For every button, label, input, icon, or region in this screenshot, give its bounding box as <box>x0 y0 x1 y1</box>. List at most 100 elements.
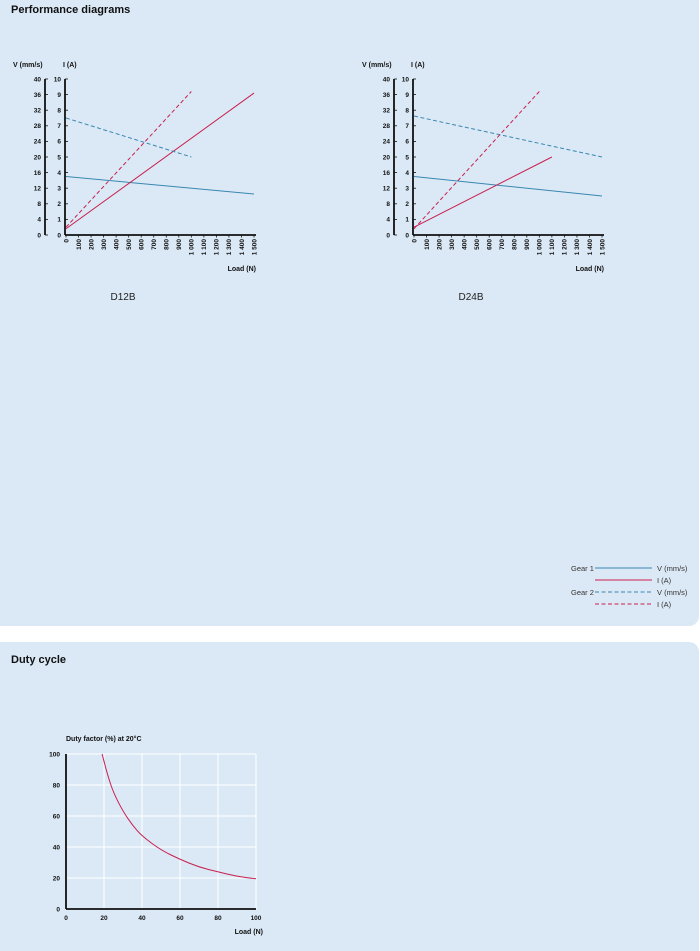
v-tick-label: 32 <box>34 108 42 115</box>
x-tick-label: 1 500 <box>251 239 258 256</box>
perf-chart-d24b: V (mm/s) I (A)048121620242832364001234567… <box>362 62 606 303</box>
i-tick-label: 6 <box>405 139 409 146</box>
x-tick-label: 200 <box>436 239 443 250</box>
series-speed-gear1 <box>65 176 255 195</box>
v-tick-label: 12 <box>34 186 42 193</box>
duty-y-tick-label: 60 <box>53 813 61 820</box>
x-tick-label: 200 <box>88 239 95 250</box>
series-current-gear2 <box>413 91 540 230</box>
i-tick-label: 3 <box>405 186 409 193</box>
x-tick-label: 1 300 <box>226 239 233 256</box>
x-tick-label: 500 <box>474 239 481 250</box>
v-tick-label: 12 <box>383 186 391 193</box>
v-tick-label: 36 <box>34 92 42 99</box>
i-tick-label: 0 <box>405 232 409 239</box>
series-speed-gear2 <box>413 115 603 158</box>
v-tick-label: 28 <box>34 123 42 130</box>
v-tick-label: 8 <box>386 201 390 208</box>
i-tick-label: 2 <box>57 201 61 208</box>
i-tick-label: 8 <box>57 108 61 115</box>
i-tick-label: 1 <box>405 217 409 224</box>
x-tick-label: 1 100 <box>549 239 556 256</box>
x-tick-label: 1 200 <box>562 239 569 256</box>
x-tick-label: 600 <box>487 239 494 250</box>
legend-gear-label: Gear 1 <box>571 564 594 573</box>
v-tick-label: 24 <box>383 139 391 146</box>
model-label: D12B <box>110 292 135 303</box>
x-tick-label: 0 <box>63 239 70 243</box>
x-tick-label: 600 <box>139 239 146 250</box>
x-tick-label: 1 400 <box>587 239 594 256</box>
series-current-gear2 <box>65 91 192 228</box>
duty-x-tick-label: 40 <box>138 915 146 922</box>
i-tick-label: 9 <box>405 92 409 99</box>
duty-y-tick-label: 0 <box>56 906 60 913</box>
x-axis-title: Load (N) <box>576 266 604 273</box>
x-tick-label: 1 400 <box>239 239 246 256</box>
i-tick-label: 5 <box>57 154 61 161</box>
i-tick-label: 10 <box>54 76 62 83</box>
v-tick-label: 32 <box>383 108 391 115</box>
x-tick-label: 400 <box>113 239 120 250</box>
x-tick-label: 900 <box>176 239 183 250</box>
x-tick-label: 1 300 <box>574 239 581 256</box>
x-tick-label: 800 <box>512 239 519 250</box>
duty-curve <box>101 753 257 880</box>
i-tick-label: 9 <box>57 92 61 99</box>
v-axis-title: V (mm/s) <box>13 62 43 69</box>
duty-y-tick-label: 20 <box>53 875 61 882</box>
duty-x-tick-label: 100 <box>251 915 262 922</box>
series-speed-gear1 <box>413 176 603 197</box>
x-tick-label: 1 000 <box>537 239 544 256</box>
i-tick-label: 3 <box>57 186 61 193</box>
x-tick-label: 100 <box>76 239 83 250</box>
legend-gear-label: Gear 2 <box>571 588 594 597</box>
performance-legend: Gear 1 V (mm/s) I (A) Gear 2 V (mm/s) I (A) <box>571 564 688 609</box>
x-tick-label: 300 <box>101 239 108 250</box>
v-tick-label: 20 <box>383 154 391 161</box>
x-tick-label: 1 500 <box>599 239 606 256</box>
i-tick-label: 4 <box>57 170 61 177</box>
v-tick-label: 40 <box>383 76 391 83</box>
legend-series-label: V (mm/s) <box>657 564 688 573</box>
x-tick-label: 0 <box>411 239 418 243</box>
v-tick-label: 0 <box>37 232 41 239</box>
v-tick-label: 28 <box>383 123 391 130</box>
series-speed-gear2 <box>65 117 192 158</box>
duty-title: Duty cycle <box>11 654 67 666</box>
performance-title: Performance diagrams <box>11 4 131 16</box>
i-tick-label: 10 <box>402 76 410 83</box>
legend-series-label: I (A) <box>657 600 672 609</box>
x-tick-label: 1 000 <box>189 239 196 256</box>
i-tick-label: 5 <box>405 154 409 161</box>
x-tick-label: 300 <box>449 239 456 250</box>
i-tick-label: 7 <box>57 123 61 130</box>
i-axis-title: I (A) <box>63 62 77 69</box>
x-tick-label: 400 <box>461 239 468 250</box>
perf-chart-d12b: V (mm/s) I (A)048121620242832364001234567… <box>13 62 258 303</box>
v-tick-label: 16 <box>383 170 391 177</box>
duty-y-tick-label: 40 <box>53 844 61 851</box>
duty-panel: Duty cycle <box>0 642 699 951</box>
performance-panel: Performance diagrams <box>0 0 699 626</box>
i-tick-label: 1 <box>57 217 61 224</box>
v-tick-label: 16 <box>34 170 42 177</box>
i-tick-label: 6 <box>57 139 61 146</box>
v-tick-label: 8 <box>37 201 41 208</box>
duty-y-tick-label: 100 <box>49 751 60 758</box>
i-axis-title: I (A) <box>411 62 425 69</box>
x-tick-label: 100 <box>424 239 431 250</box>
duty-cycle-chart: Duty factor (%) at 20°C 0 20 40 60 80 100 0 20 40… <box>49 735 263 936</box>
x-tick-label: 900 <box>524 239 531 250</box>
x-tick-label: 1 100 <box>201 239 208 256</box>
duty-x-tick-label: 80 <box>214 915 222 922</box>
i-tick-label: 4 <box>405 170 409 177</box>
model-label: D24B <box>458 292 483 303</box>
series-current-gear1 <box>413 156 553 228</box>
x-axis-title: Load (N) <box>228 266 256 273</box>
x-tick-label: 800 <box>164 239 171 250</box>
i-tick-label: 0 <box>57 232 61 239</box>
v-tick-label: 20 <box>34 154 42 161</box>
x-tick-label: 500 <box>126 239 133 250</box>
